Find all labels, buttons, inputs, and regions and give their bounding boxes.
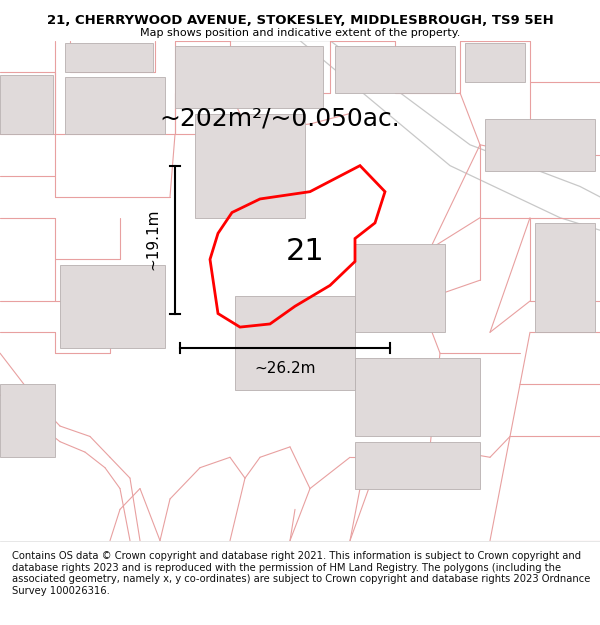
Bar — [335, 46, 455, 92]
Bar — [65, 42, 153, 72]
Bar — [0, 75, 53, 134]
Bar — [0, 384, 55, 458]
Text: ~26.2m: ~26.2m — [254, 361, 316, 376]
Bar — [175, 46, 323, 108]
Text: Contains OS data © Crown copyright and database right 2021. This information is : Contains OS data © Crown copyright and d… — [12, 551, 590, 596]
Bar — [195, 114, 305, 218]
Bar — [60, 264, 165, 348]
Bar — [235, 296, 355, 389]
Bar — [355, 244, 445, 332]
Bar — [485, 119, 595, 171]
Text: ~19.1m: ~19.1m — [146, 209, 161, 271]
Bar — [535, 223, 595, 332]
Bar — [465, 42, 525, 82]
Text: ~202m²/~0.050ac.: ~202m²/~0.050ac. — [160, 107, 400, 131]
Bar — [355, 442, 480, 489]
Text: 21, CHERRYWOOD AVENUE, STOKESLEY, MIDDLESBROUGH, TS9 5EH: 21, CHERRYWOOD AVENUE, STOKESLEY, MIDDLE… — [47, 14, 553, 27]
Text: Map shows position and indicative extent of the property.: Map shows position and indicative extent… — [140, 28, 460, 38]
Bar — [355, 358, 480, 436]
Text: 21: 21 — [286, 236, 325, 266]
Bar — [65, 77, 165, 134]
